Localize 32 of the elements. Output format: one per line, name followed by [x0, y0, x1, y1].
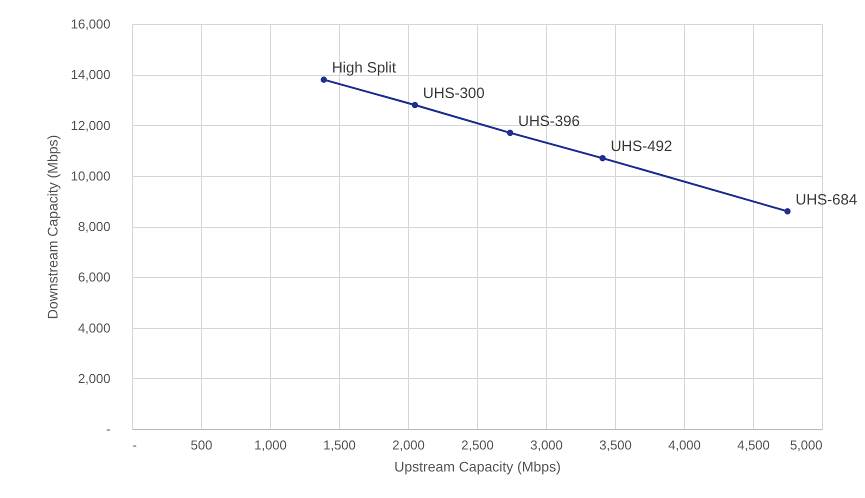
point: [784, 208, 791, 214]
x-tick-label: -: [132, 438, 137, 452]
y-tick-label: 16,000: [70, 16, 110, 32]
x-tick-label: 3,500: [599, 438, 632, 452]
x-tick-label: 1,500: [323, 438, 356, 452]
y-axis-title: Downstream Capacity (Mbps): [44, 134, 61, 320]
x-tick-label: 1,000: [254, 438, 287, 452]
y-tick-label: 10,000: [70, 168, 110, 184]
x-tick-label: 3,000: [530, 438, 563, 452]
x-tick-label: 2,500: [461, 438, 494, 452]
point: [599, 155, 606, 162]
y-tick-label: 14,000: [70, 67, 110, 82]
annotation: UHS-396: [518, 112, 580, 130]
y-tick-label: -: [106, 422, 110, 436]
point: [320, 76, 327, 83]
point: [412, 102, 418, 108]
x-tick-label: 2,000: [392, 438, 425, 452]
annotation: High Split: [332, 60, 397, 77]
annotation: UHS-492: [610, 138, 672, 156]
annotation: UHS-684: [796, 191, 858, 208]
y-tick-label: 8,000: [78, 219, 110, 234]
x-tick-label: 4,000: [668, 438, 701, 452]
x-tick-label: 500: [190, 438, 212, 452]
x-axis-title: Upstream Capacity (Mbps): [394, 458, 561, 474]
y-tick-label: 4,000: [78, 320, 110, 336]
y-tick-label: 6,000: [78, 270, 110, 285]
x-tick-label: 4,500: [737, 438, 770, 452]
y-tick-label: 2,000: [78, 370, 110, 386]
y-tick-label: 12,000: [70, 118, 110, 133]
x-tick-label: 5,000: [790, 438, 822, 452]
point: [506, 130, 514, 136]
annotation: UHS-300: [422, 85, 485, 102]
